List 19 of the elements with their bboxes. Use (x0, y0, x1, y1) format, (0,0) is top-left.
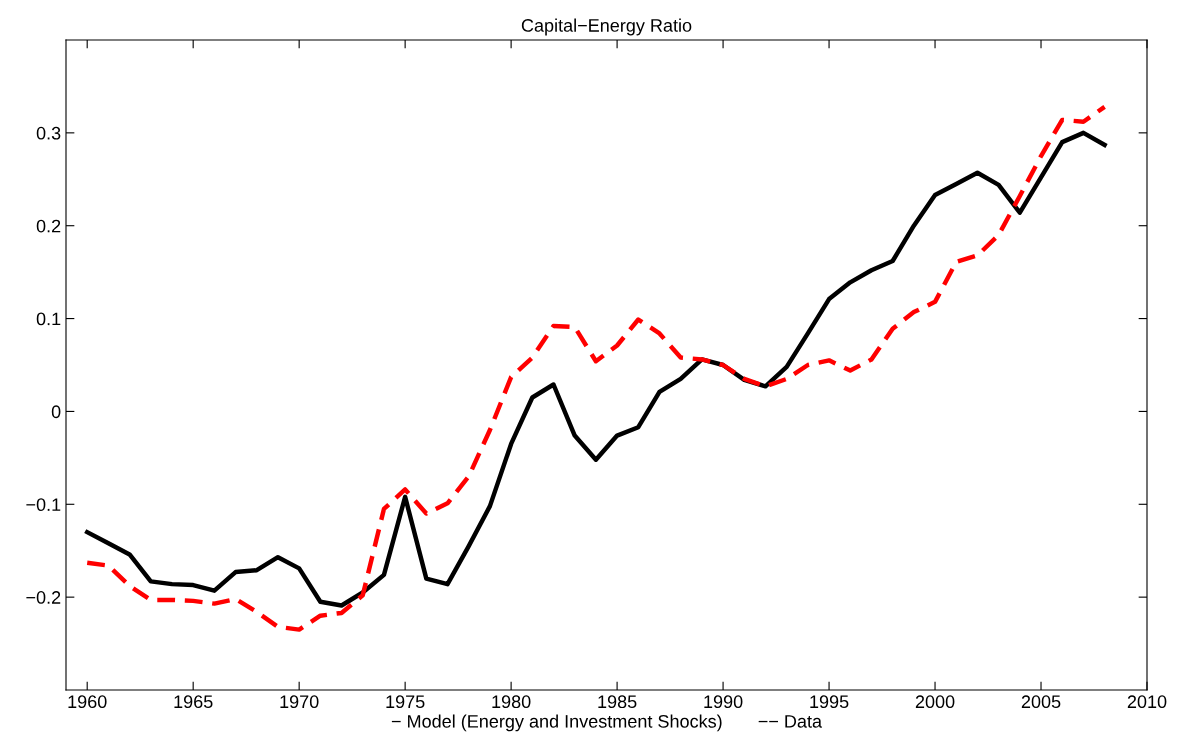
x-tick-label: 1970 (280, 695, 319, 709)
y-tick-label: 0 (51, 405, 61, 419)
x-tick-label: 1960 (68, 695, 107, 709)
x-axis-title: − Model (Energy and Investment Shocks) −− Data (391, 714, 823, 732)
y-tick-label: −0.1 (26, 498, 61, 512)
x-tick-label: 1995 (810, 695, 849, 709)
x-tick-label: 2000 (915, 695, 955, 709)
y-tick-label: 0.3 (36, 126, 61, 140)
x-tick-label: 2005 (1021, 695, 1061, 709)
x-tick-label: 2010 (1127, 695, 1167, 709)
y-tick-label: 0.2 (36, 219, 61, 233)
chart-title: Capital−Energy Ratio (521, 18, 692, 36)
x-tick-label: 1965 (174, 695, 213, 709)
y-tick-label: 0.1 (36, 312, 61, 326)
x-tick-label: 1980 (492, 695, 531, 709)
x-tick-label: 1990 (704, 695, 743, 709)
x-tick-label: 1985 (598, 695, 637, 709)
x-tick-label: 1975 (386, 695, 425, 709)
y-tick-label: −0.2 (26, 591, 61, 604)
